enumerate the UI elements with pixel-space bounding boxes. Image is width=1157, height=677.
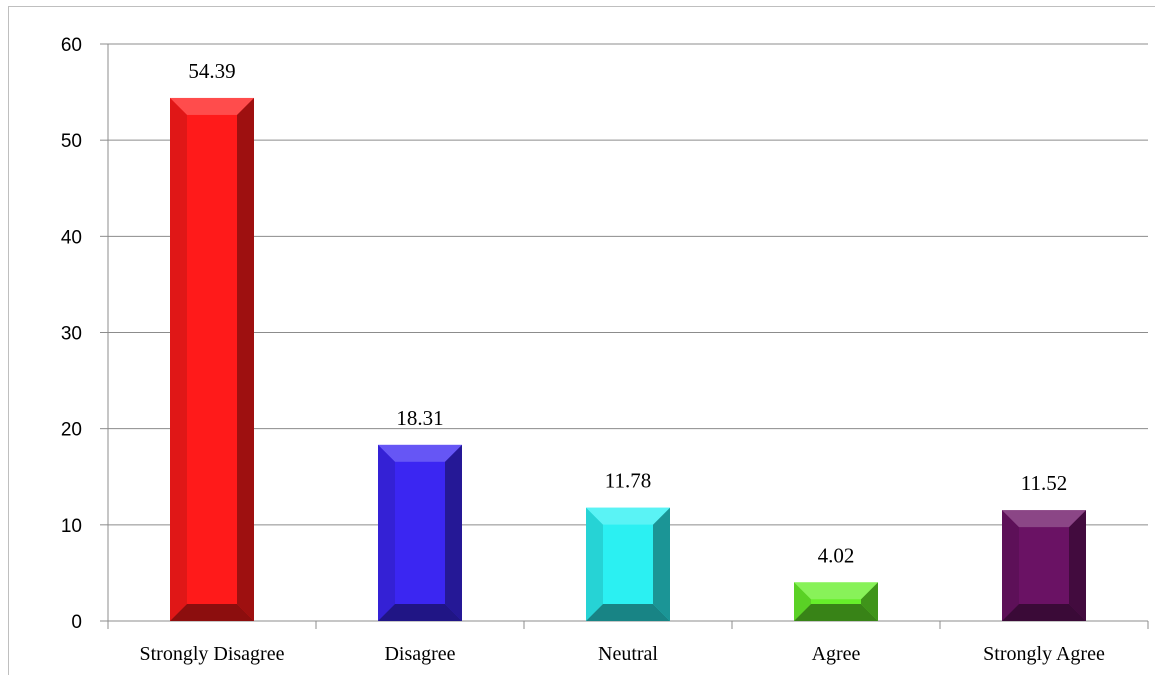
- data-label: 4.02: [818, 543, 855, 567]
- y-axis-ticks: 0 10 20 30 40 50 60: [61, 35, 82, 633]
- data-label: 11.78: [605, 469, 651, 493]
- bar-neutral: [586, 507, 670, 621]
- x-axis-ticks: Strongly Disagree Disagree Neutral Agree Str…: [140, 643, 1105, 665]
- y-tick-label: 40: [61, 227, 82, 248]
- bar-strongly-agree: [1002, 510, 1086, 621]
- bar-agree: [794, 582, 878, 621]
- y-tick-label: 10: [61, 516, 82, 537]
- x-tick-label: Disagree: [384, 643, 455, 665]
- y-tick-label: 30: [61, 324, 82, 345]
- x-tick-label: Agree: [812, 643, 861, 665]
- chart-frame: [8, 6, 1155, 675]
- data-label: 11.52: [1021, 471, 1067, 495]
- data-label: 54.39: [188, 59, 235, 83]
- data-labels: 54.39 18.31 11.78 4.02 11.52: [188, 59, 1067, 567]
- y-tick-label: 0: [71, 612, 82, 633]
- y-tick-label: 20: [61, 420, 82, 441]
- x-tick-label: Strongly Agree: [983, 643, 1105, 665]
- bar-disagree: [378, 444, 462, 621]
- data-label: 18.31: [396, 406, 443, 430]
- bars: [170, 97, 1086, 621]
- y-tick-label: 60: [61, 35, 82, 56]
- x-tick-label: Neutral: [598, 643, 658, 665]
- bar-strongly-disagree: [170, 97, 254, 621]
- y-tick-label: 50: [61, 131, 82, 152]
- gridlines: [108, 43, 1148, 526]
- x-tick-label: Strongly Disagree: [140, 643, 285, 665]
